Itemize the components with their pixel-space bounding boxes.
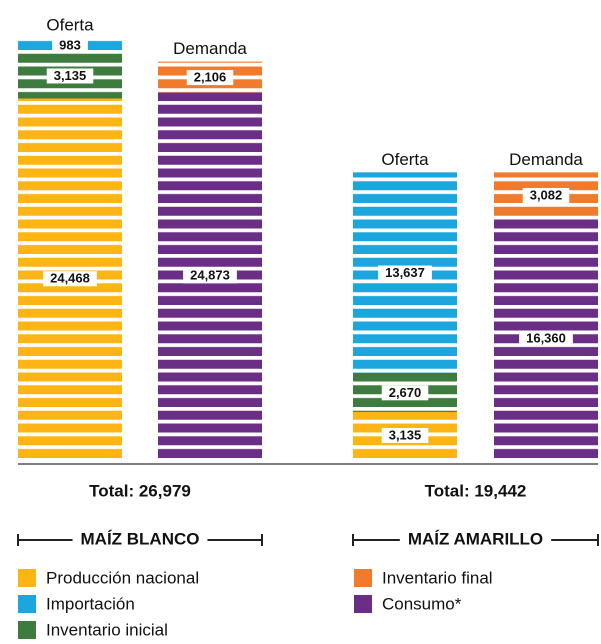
legend-swatch — [354, 569, 372, 587]
label-box — [186, 70, 234, 86]
label-box — [52, 38, 88, 54]
label-box — [519, 330, 573, 346]
value-label-text: 24,468 — [50, 271, 90, 286]
group-label: MAÍZ AMARILLO — [408, 529, 543, 548]
label-box — [381, 427, 429, 443]
legend-item: Consumo* — [354, 594, 462, 613]
value-label: 2,670 — [381, 385, 429, 401]
value-label-text: 3,135 — [54, 68, 87, 83]
label-box — [43, 271, 97, 287]
value-label-text: 24,873 — [190, 268, 230, 283]
legend-label: Producción nacional — [46, 568, 199, 587]
legend-item: Inventario final — [354, 568, 493, 587]
label-box — [183, 268, 237, 284]
value-label: 24,468 — [43, 271, 97, 287]
legend-label: Inventario inicial — [46, 620, 168, 639]
label-box — [378, 265, 432, 281]
value-label-text: 983 — [59, 38, 81, 53]
value-label: 3,135 — [46, 68, 94, 84]
legend-item: Producción nacional — [18, 568, 199, 587]
stack-label: Demanda — [173, 39, 247, 58]
value-label-text: 3,135 — [389, 427, 422, 442]
total-label: Total: 19,442 — [425, 481, 527, 500]
stack-label: Oferta — [46, 15, 94, 34]
stack-label: Demanda — [509, 150, 583, 169]
legend-item: Importación — [18, 594, 135, 613]
value-label-text: 16,360 — [526, 330, 566, 345]
legend-swatch — [18, 569, 36, 587]
label-box — [381, 385, 429, 401]
value-label-text: 13,637 — [385, 265, 425, 280]
legend-swatch — [18, 595, 36, 613]
value-label: 24,873 — [183, 268, 237, 284]
legend-label: Inventario final — [382, 568, 493, 587]
value-label: 983 — [52, 38, 88, 54]
legend-swatch — [18, 621, 36, 639]
value-label: 13,637 — [378, 265, 432, 281]
value-label: 16,360 — [519, 330, 573, 346]
label-box — [522, 187, 570, 203]
value-label-text: 2,670 — [389, 385, 422, 400]
value-label: 3,135 — [381, 427, 429, 443]
stack-label: Oferta — [381, 150, 429, 169]
legend-swatch — [354, 595, 372, 613]
group-label: MAÍZ BLANCO — [81, 529, 200, 548]
value-label-text: 3,082 — [530, 187, 563, 202]
value-label-text: 2,106 — [194, 70, 227, 85]
legend-item: Inventario inicial — [18, 620, 168, 639]
value-label: 2,106 — [186, 70, 234, 86]
legend-label: Consumo* — [382, 594, 462, 613]
total-label: Total: 26,979 — [89, 481, 191, 500]
value-label: 3,082 — [522, 187, 570, 203]
label-box — [46, 68, 94, 84]
legend-label: Importación — [46, 594, 135, 613]
